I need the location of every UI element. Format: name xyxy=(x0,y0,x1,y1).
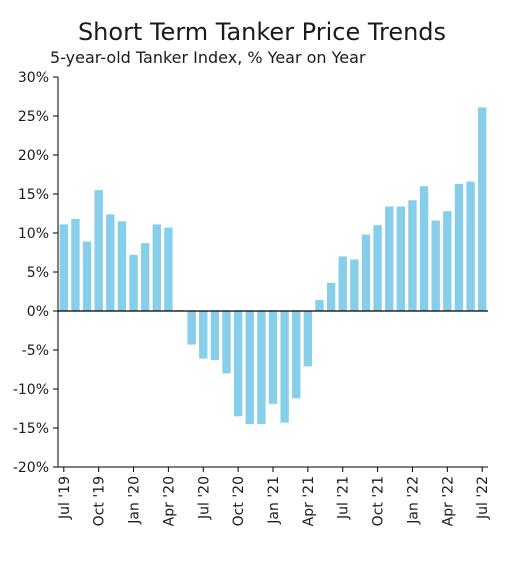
bar xyxy=(152,224,161,311)
x-tick-label: Jul '19 xyxy=(57,476,73,520)
bar xyxy=(396,206,406,311)
y-tick-label: 10% xyxy=(18,226,49,242)
bar xyxy=(82,241,92,311)
bar xyxy=(222,311,231,374)
x-tick-label: Jul '21 xyxy=(336,476,352,520)
y-tick-label: 25% xyxy=(18,109,49,125)
bar xyxy=(106,214,115,311)
bar xyxy=(94,190,103,311)
bar xyxy=(233,311,243,417)
bar xyxy=(385,206,394,311)
bar xyxy=(117,221,127,311)
bar xyxy=(245,311,254,425)
bar xyxy=(443,211,452,311)
bar xyxy=(466,181,475,311)
bar xyxy=(373,225,382,311)
bar xyxy=(326,282,336,311)
y-tick-label: 15% xyxy=(18,187,49,203)
bar xyxy=(140,243,150,311)
y-tick-label: 30% xyxy=(18,70,49,86)
bar xyxy=(59,224,68,311)
x-tick-label: Jan '22 xyxy=(405,476,421,525)
bar xyxy=(419,186,429,311)
bar xyxy=(71,218,80,311)
bar xyxy=(478,107,487,311)
bar xyxy=(431,220,440,311)
y-tick-label: 0% xyxy=(27,304,49,320)
chart-title: Short Term Tanker Price Trends xyxy=(77,18,447,46)
x-tick-label: Oct '21 xyxy=(371,476,387,526)
y-tick-label: 5% xyxy=(27,265,49,281)
bar xyxy=(210,311,220,361)
chart-subtitle: 5-year-old Tanker Index, % Year on Year xyxy=(50,48,366,67)
bar xyxy=(199,311,208,359)
y-tick-label: -20% xyxy=(13,460,49,476)
bar xyxy=(292,311,301,399)
bar xyxy=(257,311,266,425)
y-tick-label: 20% xyxy=(18,148,49,164)
x-tick-label: Oct '20 xyxy=(231,476,247,526)
bar xyxy=(408,200,417,311)
x-tick-label: Apr '22 xyxy=(440,476,456,526)
x-tick-label: Apr '21 xyxy=(301,476,317,526)
x-tick-label: Jan '20 xyxy=(127,476,143,525)
x-tick-label: Apr '20 xyxy=(161,476,177,526)
y-tick-label: -15% xyxy=(13,421,49,437)
bar xyxy=(361,234,371,311)
bar xyxy=(164,227,173,311)
bar xyxy=(129,254,138,311)
x-tick-label: Jul '20 xyxy=(196,476,212,520)
bar xyxy=(350,259,359,311)
x-tick-label: Oct '19 xyxy=(92,476,108,526)
bar xyxy=(454,183,464,311)
bar xyxy=(280,311,289,423)
bar xyxy=(303,311,313,367)
y-tick-label: -5% xyxy=(22,343,49,359)
x-tick-label: Jan '21 xyxy=(266,476,282,525)
bar xyxy=(268,311,278,404)
bar xyxy=(338,256,347,311)
x-tick-label: Jul '22 xyxy=(475,476,491,520)
bar xyxy=(315,300,324,311)
y-tick-label: -10% xyxy=(13,382,49,398)
bar xyxy=(187,311,196,345)
